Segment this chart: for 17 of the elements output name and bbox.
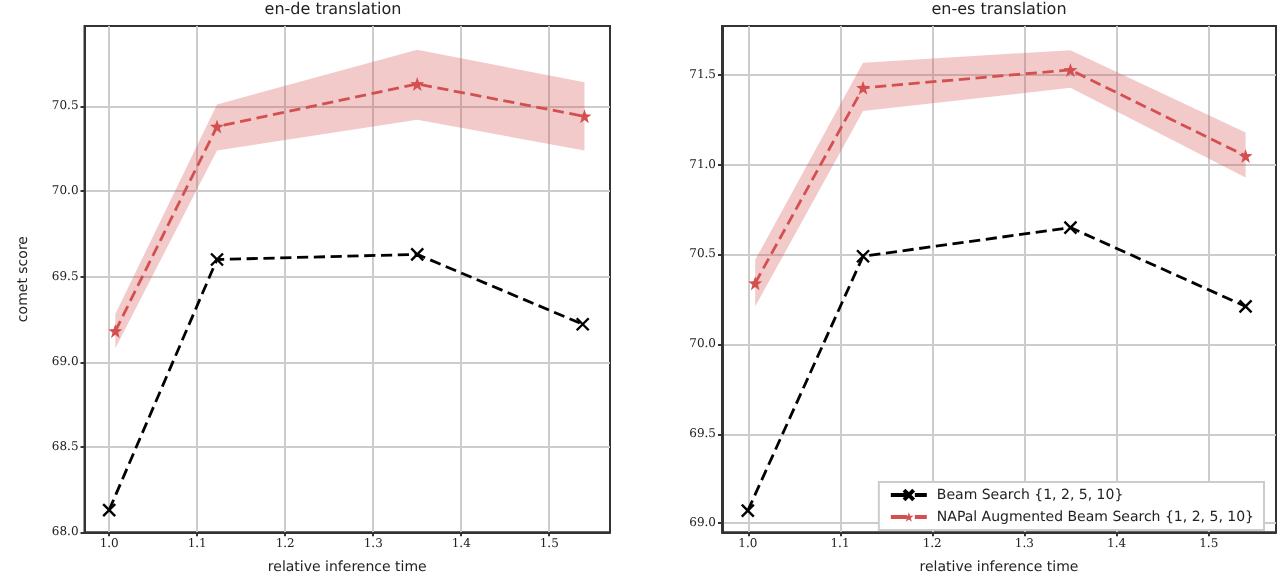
point	[1063, 220, 1078, 235]
point	[855, 249, 871, 264]
point	[108, 324, 123, 339]
point	[101, 502, 117, 518]
point	[748, 276, 763, 291]
point	[410, 76, 425, 91]
chart-title: en-es translation	[931, 0, 1067, 18]
point	[209, 252, 225, 267]
point	[209, 119, 224, 134]
chart-title: en-de translation	[264, 0, 402, 18]
point	[575, 317, 590, 332]
point	[1238, 148, 1253, 163]
point	[410, 247, 425, 262]
point	[1063, 62, 1078, 77]
point	[740, 503, 756, 518]
point	[856, 80, 871, 95]
point	[1238, 299, 1253, 314]
